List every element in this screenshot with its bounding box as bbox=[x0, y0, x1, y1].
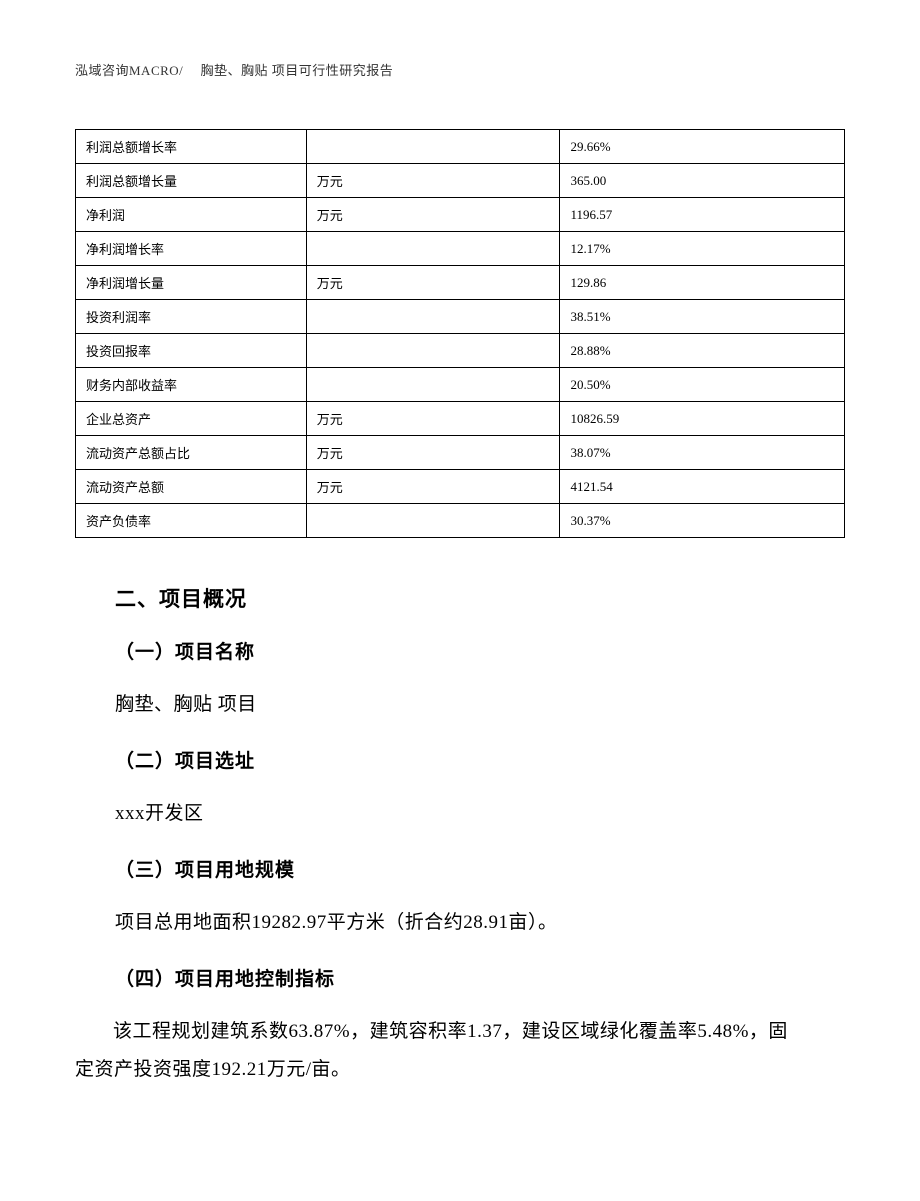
document-page: 泓域咨询MACRO/ 胸垫、胸贴 项目可行性研究报告 利润总额增长率 29.66… bbox=[0, 0, 920, 1201]
cell-metric: 利润总额增长率 bbox=[76, 130, 307, 164]
project-landsize-text: 项目总用地面积19282.97平方米（折合约28.91亩）。 bbox=[115, 904, 805, 942]
subsection-title-landsize: （三）项目用地规模 bbox=[115, 855, 805, 882]
table-row: 利润总额增长量 万元 365.00 bbox=[76, 164, 845, 198]
cell-value: 20.50% bbox=[560, 368, 845, 402]
cell-unit: 万元 bbox=[306, 198, 560, 232]
cell-value: 38.07% bbox=[560, 436, 845, 470]
section-title-overview: 二、项目概况 bbox=[115, 583, 805, 613]
cell-value: 28.88% bbox=[560, 334, 845, 368]
table-row: 利润总额增长率 29.66% bbox=[76, 130, 845, 164]
cell-metric: 财务内部收益率 bbox=[76, 368, 307, 402]
cell-metric: 投资回报率 bbox=[76, 334, 307, 368]
subsection-title-name: （一）项目名称 bbox=[115, 637, 805, 664]
cell-value: 365.00 bbox=[560, 164, 845, 198]
cell-unit bbox=[306, 504, 560, 538]
cell-metric: 企业总资产 bbox=[76, 402, 307, 436]
cell-unit bbox=[306, 232, 560, 266]
project-name-text: 胸垫、胸贴 项目 bbox=[115, 686, 805, 724]
table-body: 利润总额增长率 29.66% 利润总额增长量 万元 365.00 净利润 万元 … bbox=[76, 130, 845, 538]
project-landcontrol-text: 该工程规划建筑系数63.87%，建筑容积率1.37，建设区域绿化覆盖率5.48%… bbox=[75, 1013, 805, 1089]
cell-unit: 万元 bbox=[306, 266, 560, 300]
financial-table: 利润总额增长率 29.66% 利润总额增长量 万元 365.00 净利润 万元 … bbox=[75, 129, 845, 538]
table-row: 投资回报率 28.88% bbox=[76, 334, 845, 368]
cell-unit bbox=[306, 334, 560, 368]
cell-unit: 万元 bbox=[306, 164, 560, 198]
cell-value: 1196.57 bbox=[560, 198, 845, 232]
cell-metric: 流动资产总额占比 bbox=[76, 436, 307, 470]
cell-unit: 万元 bbox=[306, 436, 560, 470]
table-row: 资产负债率 30.37% bbox=[76, 504, 845, 538]
cell-value: 12.17% bbox=[560, 232, 845, 266]
table-row: 净利润增长量 万元 129.86 bbox=[76, 266, 845, 300]
subsection-title-landcontrol: （四）项目用地控制指标 bbox=[115, 964, 805, 991]
cell-metric: 净利润增长量 bbox=[76, 266, 307, 300]
cell-value: 30.37% bbox=[560, 504, 845, 538]
table-row: 净利润增长率 12.17% bbox=[76, 232, 845, 266]
cell-value: 10826.59 bbox=[560, 402, 845, 436]
table-row: 流动资产总额 万元 4121.54 bbox=[76, 470, 845, 504]
table-row: 流动资产总额占比 万元 38.07% bbox=[76, 436, 845, 470]
cell-metric: 利润总额增长量 bbox=[76, 164, 307, 198]
content-section: 二、项目概况 （一）项目名称 胸垫、胸贴 项目 （二）项目选址 xxx开发区 （… bbox=[75, 583, 845, 1089]
cell-value: 38.51% bbox=[560, 300, 845, 334]
table-row: 净利润 万元 1196.57 bbox=[76, 198, 845, 232]
cell-unit: 万元 bbox=[306, 402, 560, 436]
page-header: 泓域咨询MACRO/ 胸垫、胸贴 项目可行性研究报告 bbox=[75, 60, 845, 79]
cell-unit: 万元 bbox=[306, 470, 560, 504]
subsection-title-location: （二）项目选址 bbox=[115, 746, 805, 773]
cell-metric: 资产负债率 bbox=[76, 504, 307, 538]
table-row: 投资利润率 38.51% bbox=[76, 300, 845, 334]
cell-unit bbox=[306, 300, 560, 334]
cell-unit bbox=[306, 368, 560, 402]
table-row: 企业总资产 万元 10826.59 bbox=[76, 402, 845, 436]
cell-metric: 净利润增长率 bbox=[76, 232, 307, 266]
cell-value: 4121.54 bbox=[560, 470, 845, 504]
cell-metric: 投资利润率 bbox=[76, 300, 307, 334]
cell-metric: 流动资产总额 bbox=[76, 470, 307, 504]
cell-value: 129.86 bbox=[560, 266, 845, 300]
cell-value: 29.66% bbox=[560, 130, 845, 164]
project-location-text: xxx开发区 bbox=[115, 795, 805, 833]
cell-metric: 净利润 bbox=[76, 198, 307, 232]
table-row: 财务内部收益率 20.50% bbox=[76, 368, 845, 402]
cell-unit bbox=[306, 130, 560, 164]
